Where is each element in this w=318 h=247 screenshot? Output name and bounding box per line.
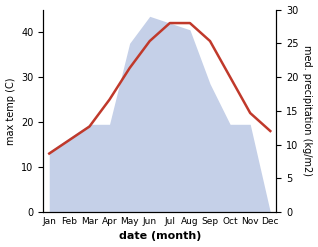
Y-axis label: med. precipitation (kg/m2): med. precipitation (kg/m2) [302, 45, 313, 176]
Y-axis label: max temp (C): max temp (C) [5, 77, 16, 144]
X-axis label: date (month): date (month) [119, 231, 201, 242]
